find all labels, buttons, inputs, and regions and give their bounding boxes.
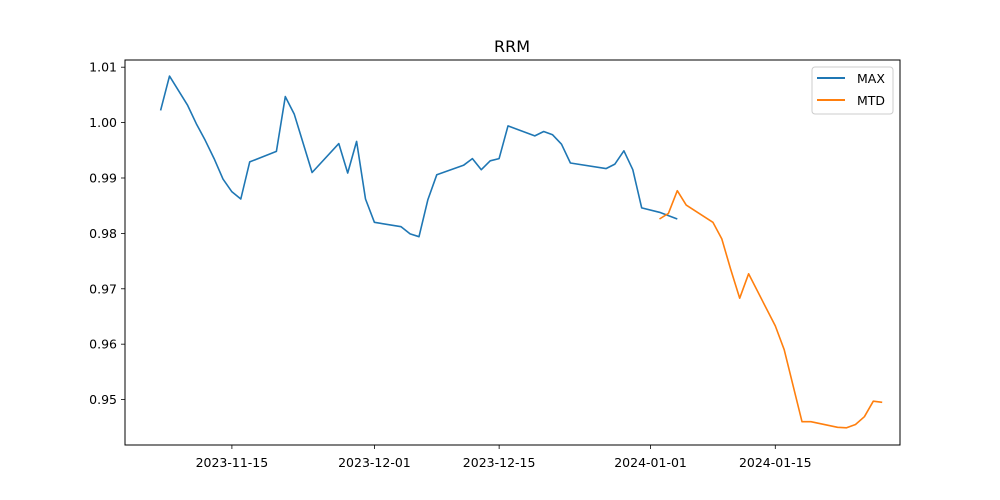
plot-lines <box>159 75 883 429</box>
y-tick-label: 0.95 <box>89 392 117 407</box>
x-tick-label: 2023-12-15 <box>463 455 536 470</box>
x-tick-label: 2024-01-15 <box>739 455 812 470</box>
y-tick-label: 0.96 <box>89 337 117 352</box>
legend: MAX MTD <box>811 66 894 115</box>
y-tick-label: 0.99 <box>89 170 117 185</box>
x-tick-label: 2024-01-01 <box>614 455 687 470</box>
y-tick-label: 0.97 <box>89 281 117 296</box>
y-axis: 0.95 0.96 0.97 0.98 0.99 1.00 1.01 <box>89 60 125 407</box>
chart-title: RRM <box>494 37 530 56</box>
y-tick-label: 0.98 <box>89 226 117 241</box>
x-axis: 2023-11-15 2023-12-01 2023-12-15 2024-01-01… <box>196 445 812 470</box>
plot-frame <box>124 59 901 446</box>
series-line-mtd <box>659 189 883 429</box>
y-tick-label: 1.00 <box>89 115 117 130</box>
series-line-max <box>159 75 678 238</box>
x-tick-label: 2023-12-01 <box>338 455 411 470</box>
y-tick-label: 1.01 <box>89 60 117 75</box>
x-tick-label: 2023-11-15 <box>196 455 269 470</box>
legend-label-mtd: MTD <box>857 93 885 108</box>
legend-label-max: MAX <box>857 71 885 86</box>
